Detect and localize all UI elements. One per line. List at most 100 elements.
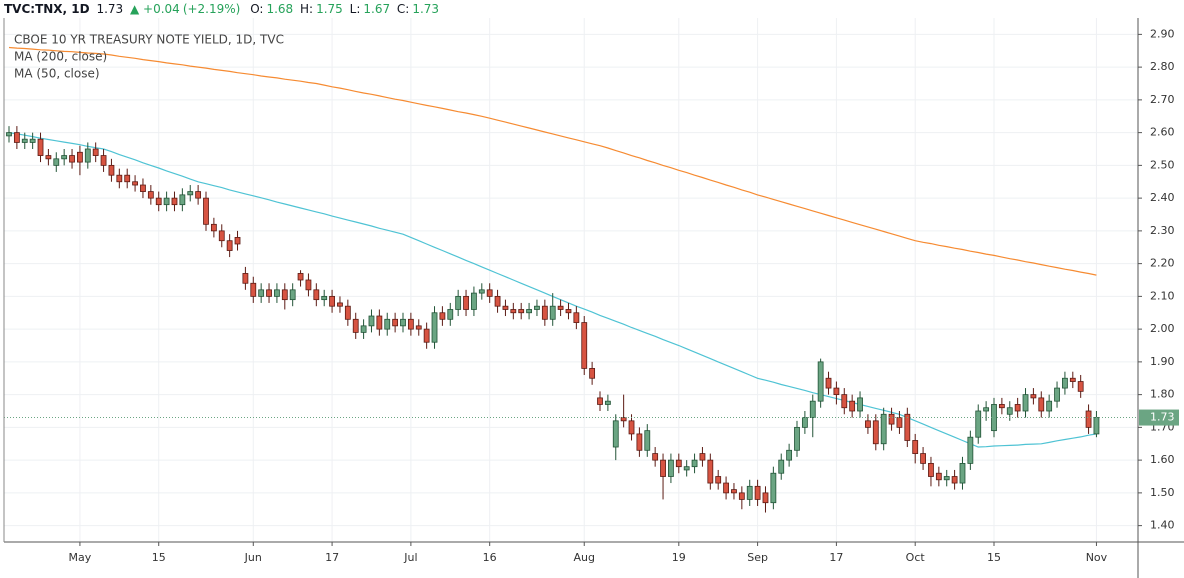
candle-body [825, 377, 832, 389]
candle-body [250, 282, 257, 297]
y-tick-label: 1.90 [1150, 355, 1175, 368]
candle-body [13, 132, 20, 143]
candle-body [896, 417, 903, 428]
candle-body [920, 453, 926, 464]
candle-body [203, 197, 209, 225]
candle-body [1069, 377, 1076, 382]
candle-body [604, 400, 611, 405]
candle-body [597, 397, 603, 405]
candle-body [297, 273, 304, 281]
candle-body [628, 420, 635, 435]
candle-body [754, 485, 761, 500]
x-tick-label: 17 [325, 551, 339, 564]
candle-body [415, 325, 422, 330]
y-tick-label: 2.30 [1150, 224, 1175, 237]
candle-body [392, 318, 399, 327]
candle-body [943, 476, 950, 481]
candle-body [179, 194, 186, 206]
last-price: 1.73 [96, 2, 124, 16]
x-tick-label: 17 [829, 551, 843, 564]
candle-body [423, 328, 430, 343]
candle-body [266, 289, 272, 297]
candle-body [352, 318, 359, 333]
candle-body [407, 318, 414, 330]
y-tick-label: 2.50 [1150, 158, 1175, 171]
candle-body [329, 295, 335, 307]
candle-body [1030, 394, 1037, 399]
candle-body [218, 230, 225, 242]
candle-body [384, 318, 391, 330]
h-label: H: [300, 2, 314, 16]
chart-title: CBOE 10 YR TREASURY NOTE YIELD, 1D, TVC [14, 33, 284, 47]
h-value: 1.75 [316, 2, 343, 16]
candle-body [786, 449, 793, 461]
candle-body [1054, 387, 1060, 402]
x-tick-label: Jun [244, 551, 262, 564]
candle-body [210, 223, 217, 232]
candle-body [77, 151, 83, 163]
y-tick-label: 2.40 [1150, 191, 1175, 204]
symbol: TVC:TNX, 1D [4, 2, 90, 16]
candle-body [1093, 417, 1100, 435]
x-tick-label: Oct [906, 551, 926, 564]
candle-body [29, 138, 36, 143]
c-value: 1.73 [412, 2, 440, 16]
candle-body [683, 466, 690, 471]
y-tick-label: 2.70 [1150, 93, 1175, 106]
change: ▲ +0.04 (+2.19%) [129, 2, 241, 16]
l-label: L: [349, 2, 361, 16]
candle-body [140, 184, 146, 192]
candle-body [1014, 404, 1021, 412]
x-tick-label: 19 [672, 551, 686, 564]
legend-entry: MA (50, close) [14, 67, 100, 81]
y-tick-label: 2.10 [1150, 289, 1175, 302]
c-label: C: [396, 2, 410, 16]
candle-body [1046, 400, 1053, 412]
candle-body [959, 462, 966, 484]
candle-body [998, 404, 1005, 409]
candle-body [1062, 377, 1068, 389]
candle-body [707, 459, 714, 484]
x-tick-label: Jul [403, 551, 417, 564]
candle-body [817, 361, 824, 402]
o-label: O: [250, 2, 264, 16]
candle-body [620, 417, 627, 422]
candle-body [242, 273, 249, 284]
candle-body [6, 132, 12, 137]
candle-body [691, 459, 698, 468]
candle-body [612, 420, 619, 448]
candle-body [857, 397, 863, 412]
candle-body [61, 155, 68, 160]
candle-body [431, 312, 438, 343]
last-price-box [1139, 409, 1179, 426]
candle-body [557, 305, 564, 310]
header: TVC:TNX, 1D 1.73 ▲ +0.04 (+2.19%) O: 1.68 … [4, 1, 442, 17]
candle-body [53, 158, 60, 166]
candle-body [549, 305, 556, 320]
candle-body [116, 174, 123, 183]
candle-body [762, 492, 769, 504]
candle-body [486, 289, 493, 297]
candle-body [510, 309, 517, 314]
y-tick-label: 2.20 [1150, 257, 1175, 270]
candle-body [155, 197, 162, 206]
candle-body [502, 305, 509, 310]
ma-line [8, 132, 1097, 448]
y-tick-label: 2.80 [1150, 60, 1175, 73]
candle-body [660, 459, 666, 477]
candle-body [132, 181, 138, 186]
candle-body [171, 197, 178, 206]
candle-body [849, 400, 856, 412]
y-tick-label: 1.40 [1150, 519, 1175, 532]
candle-body [313, 289, 320, 301]
candle-body [526, 309, 532, 314]
candle-body [1077, 381, 1084, 392]
candle-body [281, 289, 288, 301]
candle-body [368, 315, 375, 327]
candle-body [636, 433, 643, 451]
l-value: 1.67 [363, 2, 391, 16]
candle-body [738, 492, 745, 500]
candle-body [731, 489, 737, 494]
x-tick-label: Nov [1086, 551, 1108, 564]
candle-body [447, 309, 454, 320]
